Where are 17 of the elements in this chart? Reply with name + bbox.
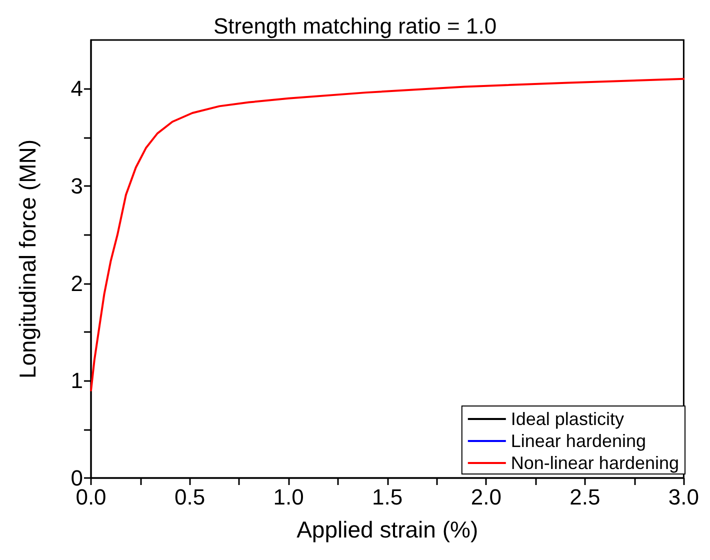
- x-tick-label: 3.0: [668, 484, 700, 510]
- x-tick-label: 2.5: [570, 484, 600, 510]
- y-tick-label: 1: [70, 368, 83, 394]
- legend-label: Linear hardening: [510, 431, 646, 451]
- x-tick-label: 2.0: [470, 484, 502, 510]
- y-tick-label: 4: [70, 76, 83, 102]
- y-tick-label: 2: [70, 270, 83, 296]
- line-series: [90, 78, 685, 392]
- x-axis-title: Applied strain (%): [296, 516, 478, 542]
- chart-title: Strength matching ratio = 1.0: [213, 14, 497, 38]
- x-tick-label: 1.5: [372, 484, 403, 510]
- y-tick-label: 3: [70, 174, 83, 198]
- y-axis-title: Longitudinal force (MN): [14, 139, 40, 379]
- x-tick-label: 1.0: [273, 484, 304, 510]
- legend-label: Non-linear hardening: [510, 453, 679, 473]
- legend-label: Ideal plasticity: [510, 409, 624, 429]
- x-tick-label: 0.5: [174, 484, 206, 510]
